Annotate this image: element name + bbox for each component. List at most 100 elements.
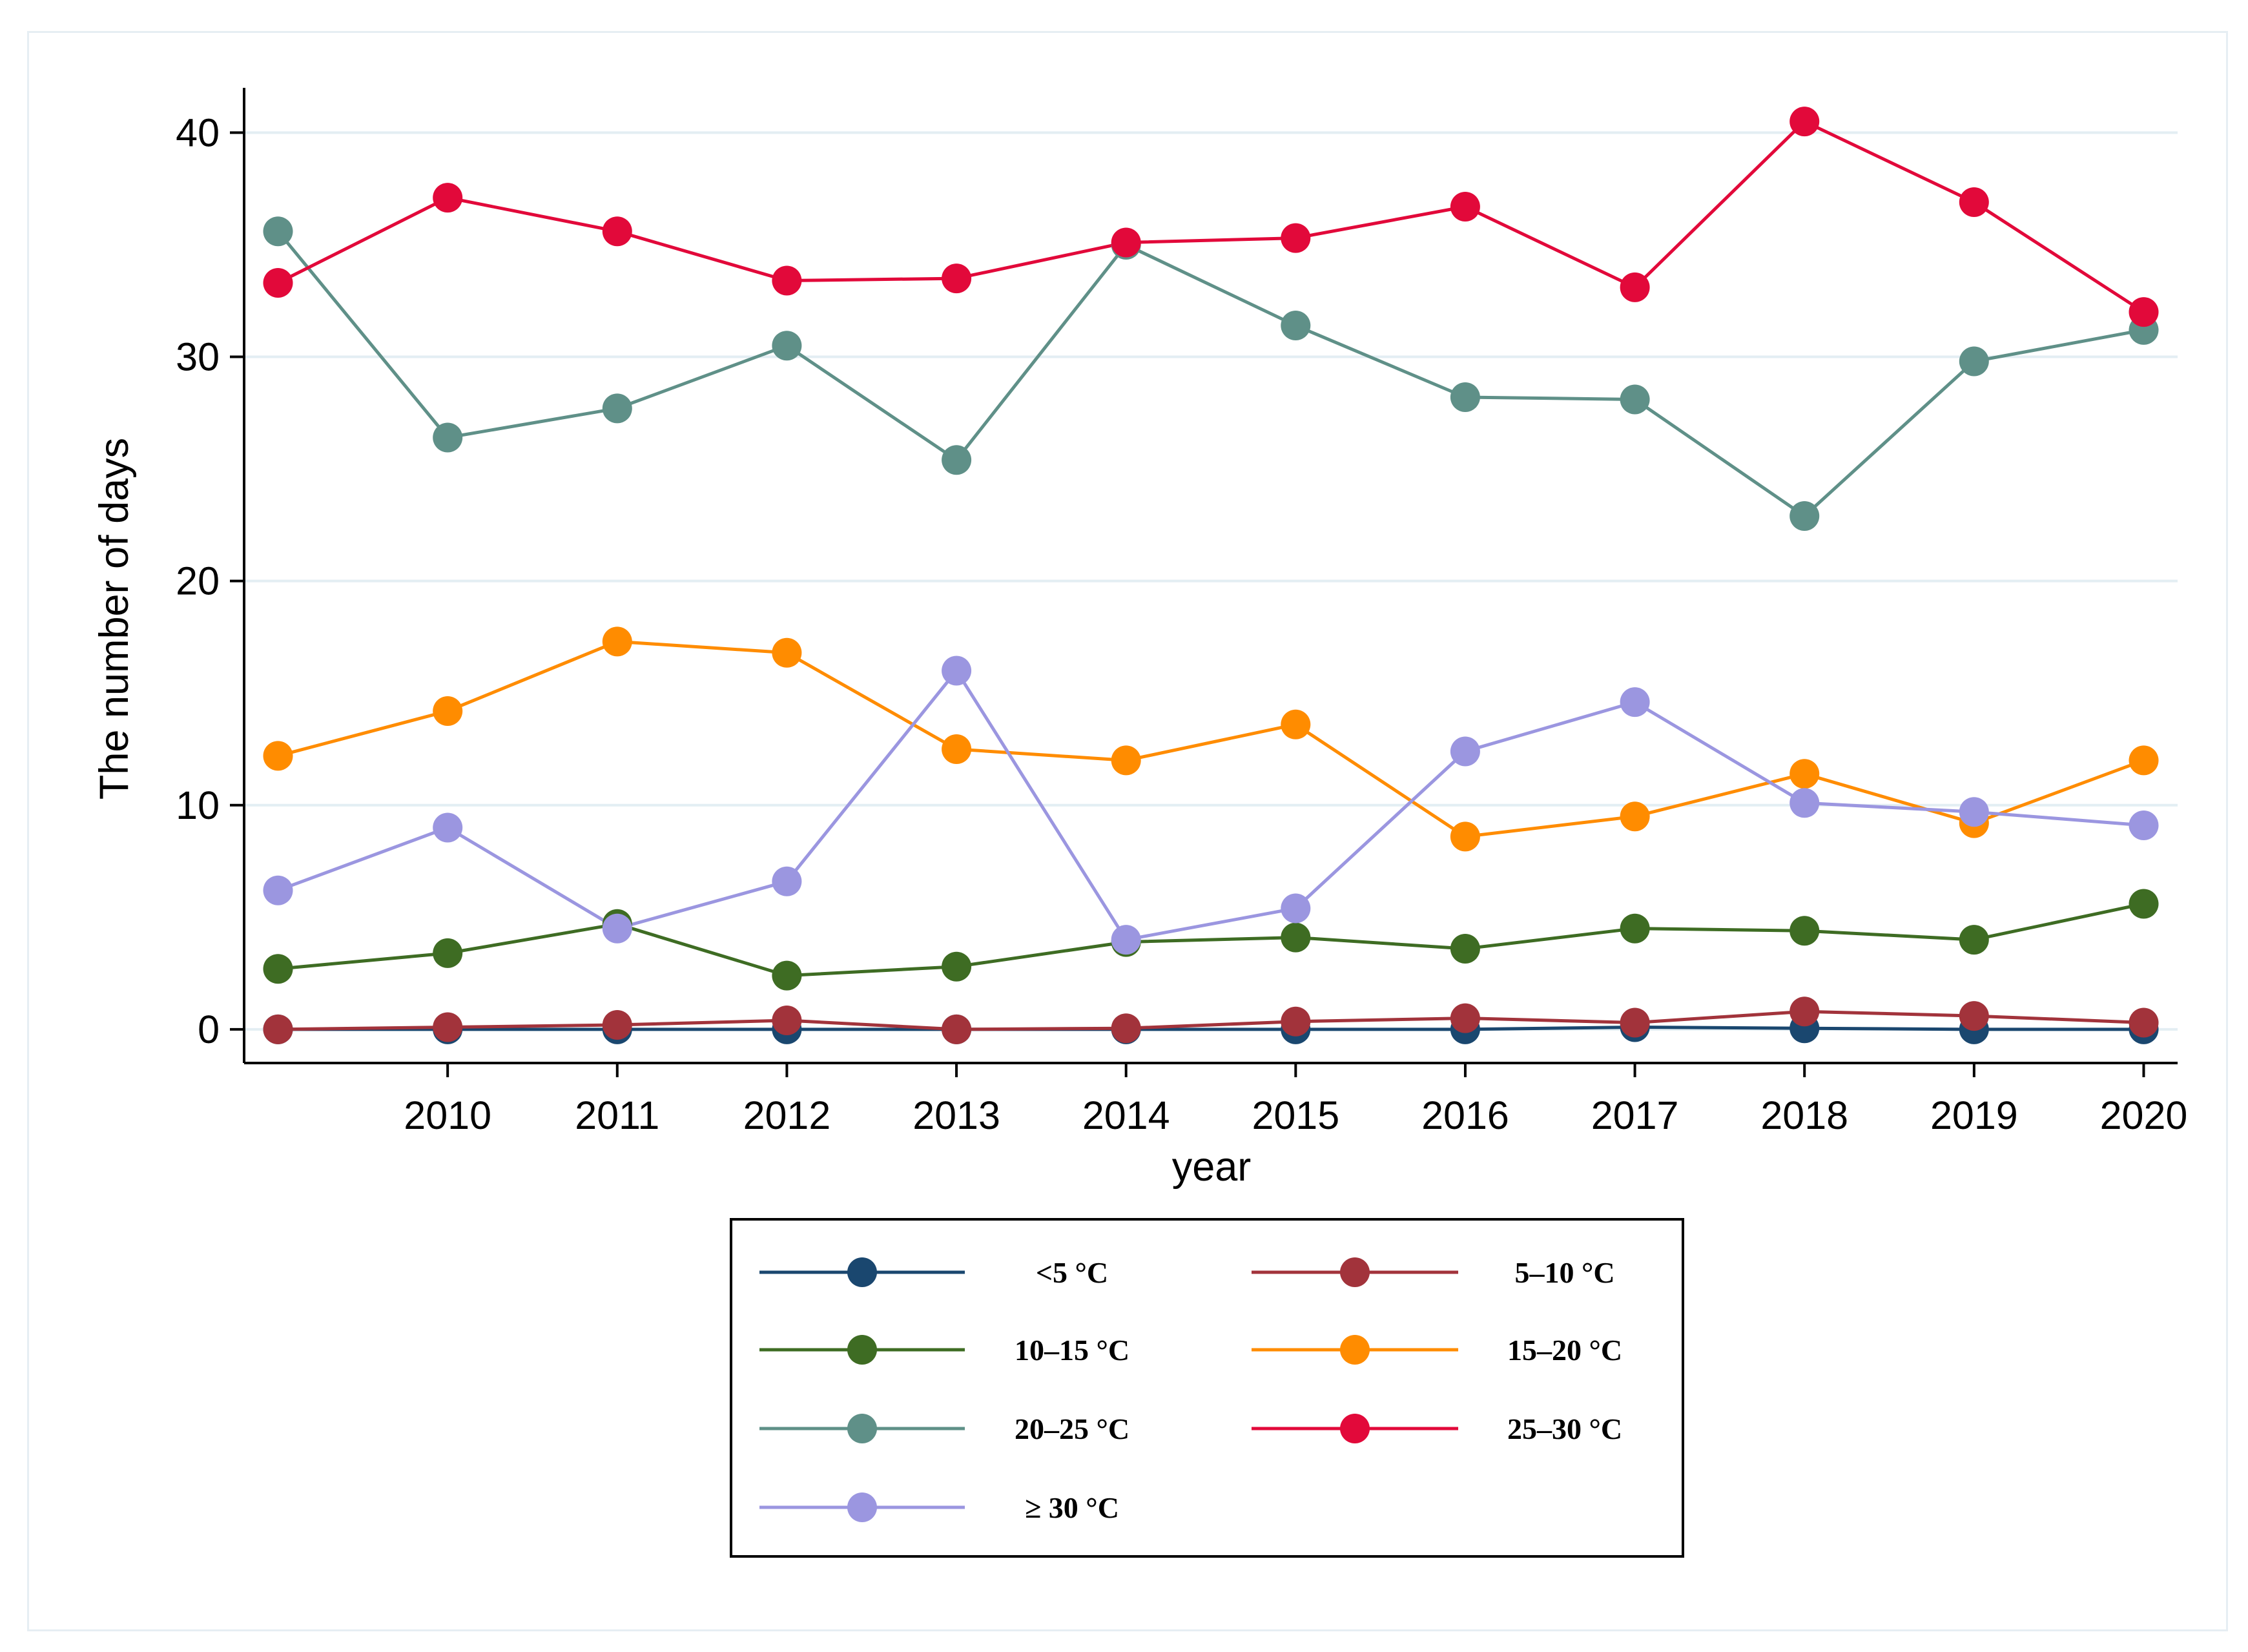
x-tick-label: 2019 xyxy=(1930,1093,2018,1137)
y-tick-label: 40 xyxy=(176,110,220,154)
legend-label-4: 20–25 °C xyxy=(1015,1412,1129,1445)
legend: <5 °C 5–10 °C 10–15 °C 15–20 °C 20–25 °C 25–3… xyxy=(730,1218,1684,1558)
x-tick-label: 2020 xyxy=(2100,1093,2188,1137)
y-tick-label: 20 xyxy=(176,559,220,603)
legend-marker-2 xyxy=(847,1335,877,1365)
x-tick-label: 2017 xyxy=(1591,1093,1679,1137)
data-point-series-6 xyxy=(1281,893,1311,924)
y-tick-label: 30 xyxy=(176,335,220,379)
data-point-series-2 xyxy=(942,951,972,982)
legend-label-2: 10–15 °C xyxy=(1015,1334,1129,1367)
data-point-series-3 xyxy=(1111,745,1141,776)
x-tick-label: 2015 xyxy=(1252,1093,1339,1137)
legend-marker-5 xyxy=(1340,1414,1370,1443)
data-point-series-4 xyxy=(1959,346,1989,377)
x-tick-label: 2013 xyxy=(913,1093,1000,1137)
data-point-series-3 xyxy=(942,734,972,764)
data-point-series-5 xyxy=(1789,107,1820,137)
data-point-series-6 xyxy=(1789,788,1820,818)
data-point-series-6 xyxy=(942,656,972,686)
series-line-0 xyxy=(278,1026,2144,1031)
data-point-series-3 xyxy=(263,741,293,771)
data-point-series-6 xyxy=(433,812,463,843)
data-point-series-1 xyxy=(1620,1007,1650,1038)
data-point-series-6 xyxy=(263,875,293,905)
data-point-series-3 xyxy=(2129,745,2159,776)
data-point-series-3 xyxy=(772,637,802,668)
legend-marker-1 xyxy=(1340,1257,1370,1287)
data-point-series-1 xyxy=(772,1006,802,1035)
data-point-series-1 xyxy=(1281,1006,1311,1037)
data-point-series-5 xyxy=(263,268,293,298)
data-point-series-1 xyxy=(263,1014,293,1044)
data-point-series-2 xyxy=(772,960,802,991)
data-point-series-2 xyxy=(263,954,293,984)
x-tick-label: 2010 xyxy=(404,1093,491,1137)
data-point-series-6 xyxy=(2129,811,2159,840)
data-point-series-2 xyxy=(1789,916,1820,946)
data-point-series-2 xyxy=(433,938,463,968)
data-point-series-4 xyxy=(1620,384,1650,415)
data-point-series-4 xyxy=(942,445,972,475)
legend-marker-4 xyxy=(847,1414,877,1443)
series-line-1 xyxy=(278,1009,2144,1031)
data-point-series-5 xyxy=(1111,227,1141,258)
x-axis-title: year xyxy=(1172,1144,1252,1190)
data-point-series-4 xyxy=(602,393,632,424)
data-point-series-4 xyxy=(1789,501,1820,531)
data-point-series-6 xyxy=(602,913,632,944)
y-tick-label: 0 xyxy=(198,1007,220,1051)
series-line-3 xyxy=(277,639,2145,838)
data-point-series-5 xyxy=(602,216,632,247)
y-tick-label: 10 xyxy=(176,783,220,827)
data-point-series-5 xyxy=(1620,272,1650,302)
x-tick-label: 2011 xyxy=(575,1093,659,1137)
data-point-series-3 xyxy=(1789,759,1820,789)
data-point-series-1 xyxy=(602,1010,632,1040)
data-point-series-6 xyxy=(1620,687,1650,718)
data-point-series-4 xyxy=(1281,311,1311,340)
data-point-series-5 xyxy=(1450,192,1480,222)
data-point-series-5 xyxy=(2129,297,2159,327)
legend-box xyxy=(730,1218,1684,1558)
data-point-series-1 xyxy=(1789,996,1820,1027)
data-point-series-1 xyxy=(433,1012,463,1042)
series-line-5 xyxy=(277,119,2145,314)
data-point-series-1 xyxy=(1111,1013,1141,1044)
grid-lines xyxy=(244,131,2178,1031)
data-point-series-4 xyxy=(1450,382,1480,412)
data-point-series-3 xyxy=(602,626,632,657)
data-point-series-2 xyxy=(1959,925,1989,955)
data-point-series-3 xyxy=(1281,709,1311,739)
data-point-series-2 xyxy=(1450,934,1480,964)
data-point-series-4 xyxy=(772,331,802,361)
legend-label-3: 15–20 °C xyxy=(1507,1334,1622,1367)
legend-marker-0 xyxy=(847,1257,877,1287)
legend-label-1: 5–10 °C xyxy=(1514,1256,1614,1289)
data-point-series-6 xyxy=(1111,925,1141,955)
data-point-series-5 xyxy=(1281,223,1311,253)
data-point-series-3 xyxy=(1620,801,1650,832)
x-axis-ticks: 2010 2011 2012 2013 2014 2015 2016 2017 2018 2019… xyxy=(404,1063,2187,1137)
data-point-series-1 xyxy=(942,1014,972,1044)
data-point-series-1 xyxy=(1450,1003,1480,1033)
data-point-series-5 xyxy=(942,263,972,294)
y-axis-ticks: 0 10 20 30 40 xyxy=(176,110,244,1051)
series-line-2 xyxy=(278,902,2145,978)
x-tick-label: 2018 xyxy=(1760,1093,1848,1137)
data-point-series-2 xyxy=(2129,889,2159,919)
data-point-series-1 xyxy=(2129,1007,2159,1038)
data-point-series-1 xyxy=(1959,1001,1989,1031)
series-line-4 xyxy=(276,230,2144,518)
data-point-series-4 xyxy=(263,216,293,247)
series-line-6 xyxy=(277,669,2144,942)
data-point-series-3 xyxy=(1450,821,1480,852)
data-point-series-5 xyxy=(772,265,802,296)
axes xyxy=(243,88,2178,1064)
data-point-series-2 xyxy=(1281,922,1311,953)
legend-marker-6 xyxy=(847,1492,877,1522)
legend-label-5: 25–30 °C xyxy=(1507,1412,1622,1445)
data-point-series-2 xyxy=(1620,913,1650,944)
data-point-series-6 xyxy=(1450,736,1480,767)
